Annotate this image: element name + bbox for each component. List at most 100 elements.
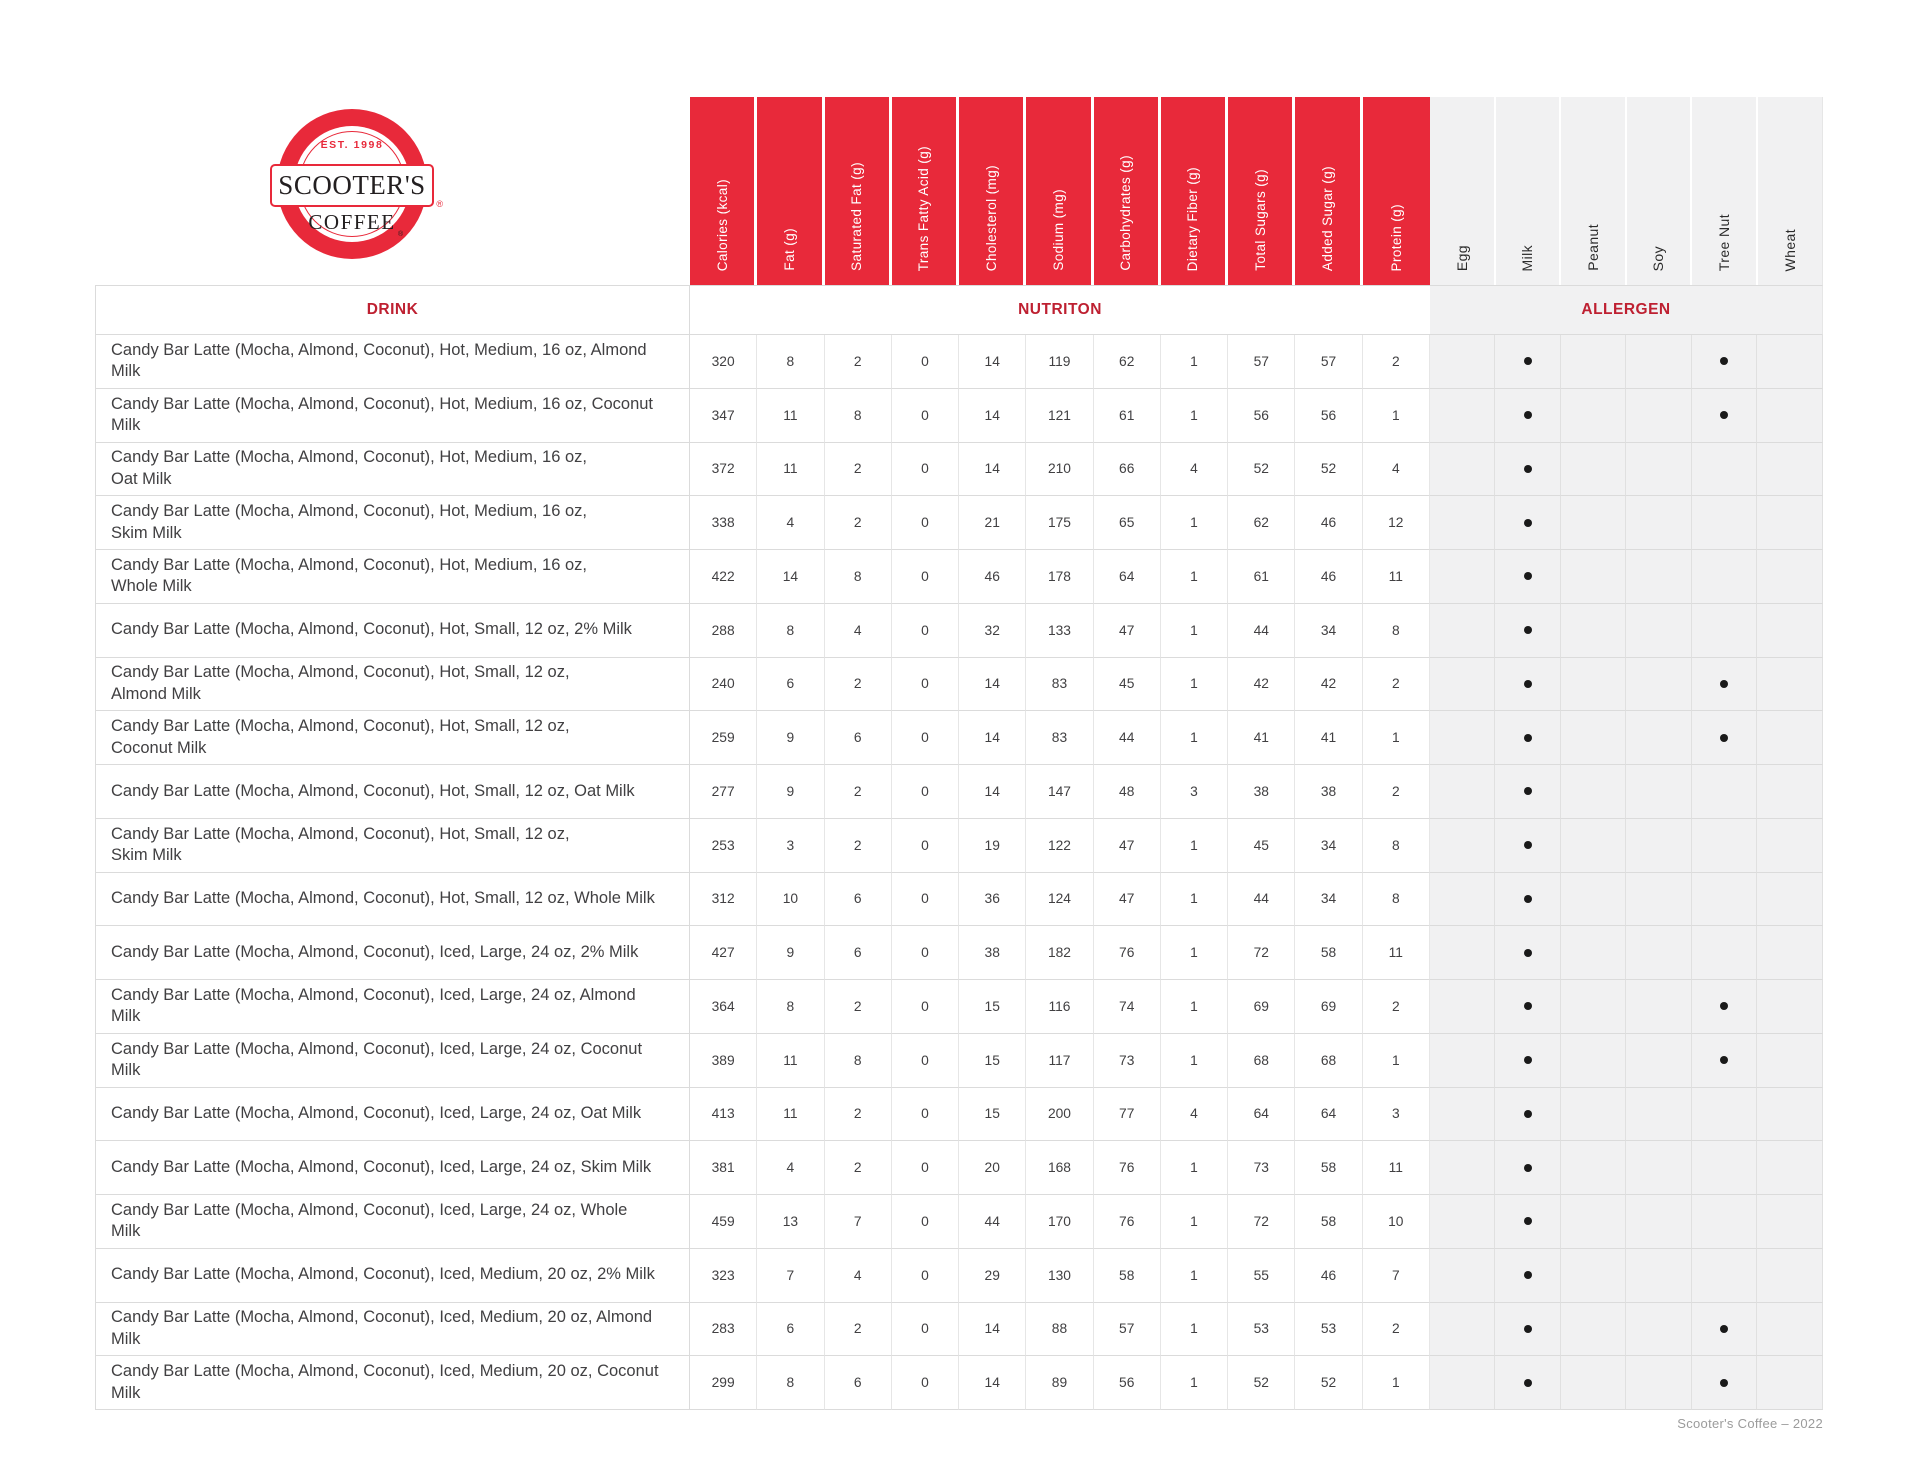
allergen-cell (1691, 1141, 1758, 1195)
nutrition-value: 41 (1295, 711, 1363, 765)
nutrition-value: 277 (690, 765, 758, 819)
nutrition-value: 76 (1093, 926, 1161, 980)
nutrition-value: 0 (891, 657, 960, 712)
allergen-cell (1626, 496, 1692, 550)
nutrition-value: 1 (1362, 1033, 1430, 1088)
nutrition-value: 121 (1026, 388, 1094, 443)
nutrition-value: 1 (1160, 603, 1229, 658)
nutrition-value: 32 (959, 603, 1027, 658)
nutrition-value: 0 (891, 818, 960, 873)
nutrition-value: 62 (1093, 335, 1161, 389)
nutrition-value: 364 (690, 980, 758, 1034)
nutrition-value: 117 (1026, 1033, 1094, 1088)
allergen-cell (1429, 496, 1496, 550)
allergen-cell (1560, 926, 1627, 980)
nutrition-value: 0 (891, 335, 960, 389)
allergen-cell (1560, 442, 1627, 497)
nutrition-value: 4 (1362, 442, 1430, 497)
nutrition-column-header: Trans Fatty Acid (g) (891, 97, 960, 285)
nutrition-value: 38 (1228, 765, 1296, 819)
table-row: Candy Bar Latte (Mocha, Almond, Coconut)… (95, 388, 1823, 443)
nutrition-value: 178 (1026, 550, 1094, 604)
nutrition-value: 88 (1026, 1302, 1094, 1357)
nutrition-value: 10 (1362, 1195, 1430, 1249)
nutrition-value: 83 (1026, 657, 1094, 712)
nutrition-value: 122 (1026, 818, 1094, 873)
allergen-cell (1757, 765, 1823, 819)
nutrition-value: 2 (1362, 765, 1430, 819)
nutrition-value: 4 (757, 1141, 825, 1195)
allergen-column-label: Tree Nut (1715, 213, 1732, 271)
nutrition-value: 46 (1295, 550, 1363, 604)
allergen-dot (1523, 1217, 1532, 1226)
allergen-cell (1626, 872, 1692, 927)
nutrition-column-label: Cholesterol (mg) (983, 164, 999, 271)
allergen-cell (1691, 980, 1758, 1034)
allergen-cell (1691, 765, 1758, 819)
nutrition-value: 2 (824, 496, 892, 550)
drink-name: Candy Bar Latte (Mocha, Almond, Coconut)… (95, 603, 690, 658)
nutrition-value: 288 (690, 603, 758, 658)
section-header-allergen: ALLERGEN (1430, 285, 1823, 335)
allergen-cell (1757, 926, 1823, 980)
allergen-cell (1560, 1195, 1627, 1249)
allergen-cell (1495, 926, 1561, 980)
nutrition-value: 0 (891, 442, 960, 497)
section-header-row: DRINK NUTRITON ALLERGEN (95, 285, 1823, 335)
allergen-cell (1691, 335, 1758, 389)
nutrition-value: 76 (1093, 1141, 1161, 1195)
table-row: Candy Bar Latte (Mocha, Almond, Coconut)… (95, 1356, 1823, 1410)
table-row: Candy Bar Latte (Mocha, Almond, Coconut)… (95, 1302, 1823, 1357)
nutrition-value: 58 (1295, 1141, 1363, 1195)
allergen-dot (1523, 733, 1532, 742)
allergen-cell (1626, 657, 1692, 712)
nutrition-value: 11 (757, 388, 825, 443)
nutrition-value: 8 (1362, 872, 1430, 927)
nutrition-value: 58 (1295, 1195, 1363, 1249)
drink-name: Candy Bar Latte (Mocha, Almond, Coconut)… (95, 442, 690, 497)
nutrition-value: 52 (1295, 442, 1363, 497)
allergen-cell (1626, 711, 1692, 765)
nutrition-value: 283 (690, 1302, 758, 1357)
nutrition-value: 147 (1026, 765, 1094, 819)
allergen-cell (1429, 980, 1496, 1034)
allergen-dot (1523, 1271, 1532, 1280)
table-row: Candy Bar Latte (Mocha, Almond, Coconut)… (95, 765, 1823, 819)
nutrition-value: 8 (1362, 818, 1430, 873)
allergen-cell (1626, 1356, 1692, 1410)
allergen-cell (1626, 926, 1692, 980)
nutrition-value: 56 (1228, 388, 1296, 443)
table-row: Candy Bar Latte (Mocha, Almond, Coconut)… (95, 1195, 1823, 1249)
allergen-cell (1495, 1302, 1561, 1357)
allergen-dot (1523, 626, 1532, 635)
nutrition-value: 9 (757, 711, 825, 765)
nutrition-value: 1 (1160, 1248, 1229, 1303)
allergen-cell (1626, 388, 1692, 443)
table-row: Candy Bar Latte (Mocha, Almond, Coconut)… (95, 496, 1823, 550)
nutrition-value: 8 (757, 1356, 825, 1410)
table-body: Candy Bar Latte (Mocha, Almond, Coconut)… (95, 335, 1823, 1410)
allergen-cell (1429, 765, 1496, 819)
allergen-dot (1523, 1109, 1532, 1118)
nutrition-value: 347 (690, 388, 758, 443)
allergen-cell (1429, 1087, 1496, 1142)
allergen-cell (1495, 1033, 1561, 1088)
allergen-cell (1560, 335, 1627, 389)
nutrition-value: 65 (1093, 496, 1161, 550)
allergen-dot (1523, 1056, 1532, 1065)
nutrition-value: 0 (891, 1195, 960, 1249)
nutrition-value: 9 (757, 765, 825, 819)
nutrition-value: 0 (891, 711, 960, 765)
nutrition-value: 1 (1160, 872, 1229, 927)
nutrition-value: 240 (690, 657, 758, 712)
nutrition-value: 41 (1228, 711, 1296, 765)
allergen-column-header: Soy (1626, 97, 1692, 285)
nutrition-column-header: Sodium (mg) (1026, 97, 1094, 285)
allergen-cell (1691, 603, 1758, 658)
nutrition-value: 259 (690, 711, 758, 765)
table-row: Candy Bar Latte (Mocha, Almond, Coconut)… (95, 926, 1823, 980)
allergen-cell (1626, 765, 1692, 819)
allergen-cell (1691, 872, 1758, 927)
nutrition-value: 0 (891, 1141, 960, 1195)
allergen-cell (1691, 926, 1758, 980)
